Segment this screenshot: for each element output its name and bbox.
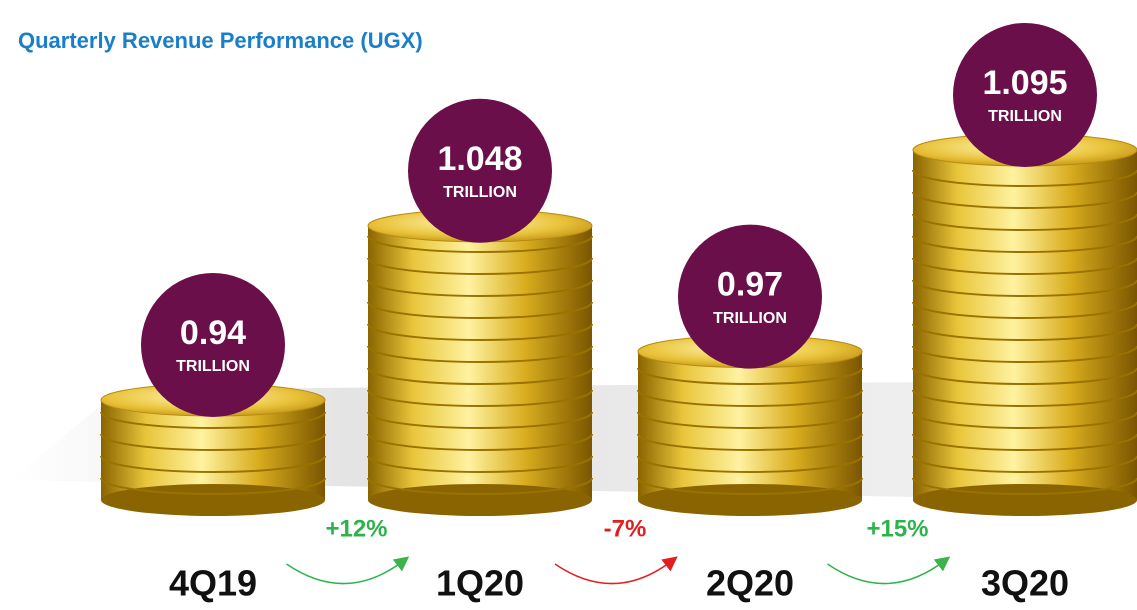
coin-stack-body: [638, 352, 862, 500]
change-label: -7%: [604, 515, 647, 542]
change-arrow: [828, 560, 946, 584]
value-label: 0.97: [717, 266, 783, 304]
unit-label: TRILLION: [713, 310, 787, 327]
coin-stack: [101, 273, 325, 516]
category-label: 4Q19: [169, 563, 257, 604]
change-arrow: [287, 560, 405, 584]
value-label: 1.095: [982, 64, 1067, 102]
chart: Quarterly Revenue Performance (UGX) 0.94…: [0, 0, 1137, 610]
value-label: 1.048: [437, 140, 522, 178]
change-label: +12%: [325, 515, 387, 542]
change-arrow: [555, 560, 673, 584]
chart-title: Quarterly Revenue Performance (UGX): [18, 28, 423, 53]
category-label: 3Q20: [981, 563, 1069, 604]
category-label: 2Q20: [706, 563, 794, 604]
category-label: 1Q20: [436, 563, 524, 604]
unit-label: TRILLION: [988, 108, 1062, 125]
unit-label: TRILLION: [176, 358, 250, 375]
change-label: +15%: [866, 515, 928, 542]
unit-label: TRILLION: [443, 184, 517, 201]
value-label: 0.94: [180, 314, 246, 352]
